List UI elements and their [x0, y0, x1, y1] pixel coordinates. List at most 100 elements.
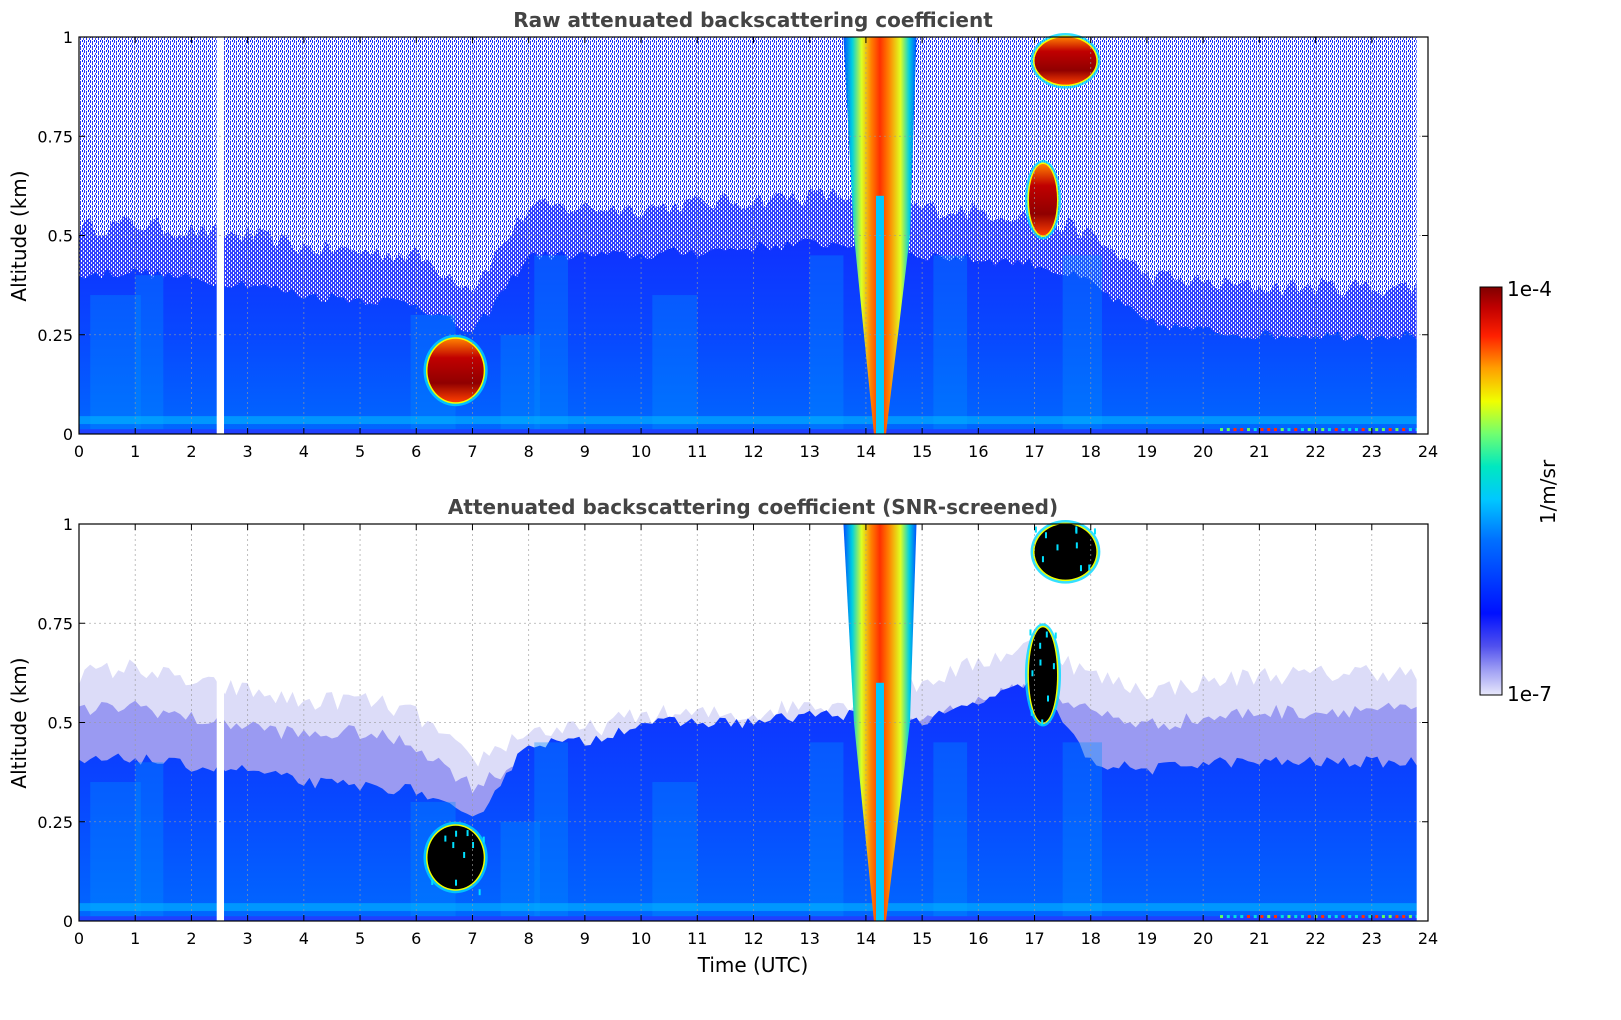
cloud-streak	[1093, 528, 1096, 535]
surface-speckle	[1247, 915, 1251, 919]
surface-speckle	[1220, 428, 1224, 432]
surface-speckle	[1388, 915, 1392, 919]
surface-speckle	[1280, 915, 1284, 919]
surface-speckle	[1247, 428, 1251, 432]
panel2-y-axis-label: Altitude (km)	[7, 657, 31, 788]
cloud	[1034, 37, 1097, 85]
cloud-streak	[455, 830, 458, 837]
x-tick-label: 9	[580, 442, 590, 461]
x-tick-label: 8	[524, 442, 534, 461]
cloud-streak	[1034, 526, 1037, 533]
precipitation-core	[875, 195, 884, 434]
surface-speckle	[1253, 428, 1257, 432]
surface-speckle	[1287, 915, 1291, 919]
panel1-x-ticks: 0 1 2 3 4 5 6 7 8 9 10 11 12 13 14 15 16 17 18 19 20 21 22 23 24	[74, 37, 1438, 461]
surface-speckle	[1361, 428, 1365, 432]
aerosol-plume	[933, 742, 968, 921]
x-axis-label: Time (UTC)	[697, 953, 809, 977]
x-tick-label: 0	[74, 929, 84, 948]
surface-speckle	[1334, 428, 1338, 432]
aerosol-plume	[652, 782, 698, 921]
surface-speckle	[1395, 915, 1399, 919]
cloud-streak	[1041, 719, 1044, 726]
x-tick-label: 7	[467, 929, 477, 948]
surface-speckle	[1267, 428, 1271, 432]
surface-speckle	[1267, 915, 1271, 919]
cloud-streak	[1039, 642, 1042, 649]
aerosol-plume	[90, 782, 141, 921]
aerosol-plume	[809, 255, 844, 434]
surface-speckle	[1300, 428, 1304, 432]
surface-speckle	[1327, 428, 1331, 432]
panel1-grid	[79, 37, 1428, 434]
cloud-streak	[478, 889, 481, 896]
cloud	[1034, 524, 1097, 580]
aerosol-plume	[90, 295, 141, 434]
cloud-streak	[1046, 695, 1049, 702]
surface-speckle	[1321, 428, 1325, 432]
x-tick-label: 23	[1362, 442, 1382, 461]
x-tick-label: 9	[580, 929, 590, 948]
x-tick-label: 12	[743, 442, 763, 461]
surface-speckle	[1294, 428, 1298, 432]
x-tick-label: 19	[1137, 442, 1157, 461]
x-tick-label: 2	[186, 442, 196, 461]
cloud-streak	[1030, 709, 1033, 716]
panel2-grid	[79, 524, 1428, 921]
surface-speckle	[1348, 428, 1352, 432]
x-tick-label: 6	[411, 929, 421, 948]
x-tick-label: 10	[631, 929, 651, 948]
x-tick-label: 16	[968, 442, 988, 461]
surface-speckle	[1233, 915, 1237, 919]
x-tick-label: 0	[74, 442, 84, 461]
cloud	[1028, 164, 1058, 236]
surface-speckle	[1260, 915, 1264, 919]
surface-speckle	[1402, 915, 1406, 919]
cloud	[427, 338, 484, 403]
colorbar-gradient	[1479, 286, 1503, 696]
surface-speckle	[1287, 428, 1291, 432]
x-tick-label: 13	[800, 929, 820, 948]
surface-speckle	[1334, 915, 1338, 919]
surface-speckle	[1307, 915, 1311, 919]
surface-speckle	[1381, 915, 1385, 919]
x-tick-label: 18	[1081, 442, 1101, 461]
surface-speckle	[1381, 428, 1385, 432]
raw-backscatter-panel: Raw attenuated backscattering coefficien…	[7, 8, 1438, 461]
surface-speckle	[1408, 915, 1412, 919]
x-tick-label: 23	[1362, 929, 1382, 948]
aerosol-plume	[809, 742, 844, 921]
aerosol-plume	[534, 742, 569, 921]
surface-band	[79, 416, 1417, 425]
colorbar-unit-label: 1/m/sr	[1536, 459, 1560, 524]
cloud-streak	[1045, 631, 1048, 638]
snr-screened-panel: Attenuated backscattering coefficient (S…	[7, 495, 1438, 977]
x-tick-label: 1	[130, 929, 140, 948]
x-tick-label: 10	[631, 442, 651, 461]
cloud-streak	[1056, 544, 1059, 551]
x-tick-label: 7	[467, 442, 477, 461]
y-tick-label: 0.25	[37, 813, 73, 832]
y-tick-label: 0.5	[48, 714, 73, 733]
surface-speckle	[1341, 428, 1345, 432]
surface-speckle	[1354, 428, 1358, 432]
cloud-streak	[1054, 632, 1057, 639]
surface-speckle	[1361, 915, 1365, 919]
x-tick-label: 1	[130, 442, 140, 461]
y-tick-label: 0.5	[48, 227, 73, 246]
surface-speckle	[1402, 428, 1406, 432]
x-tick-label: 5	[355, 929, 365, 948]
x-tick-label: 3	[243, 929, 253, 948]
x-tick-label: 14	[856, 929, 876, 948]
panel2-title: Attenuated backscattering coefficient (S…	[448, 495, 1058, 519]
surface-band-bottom	[79, 429, 1417, 434]
cloud-streak	[431, 878, 434, 885]
surface-speckle	[1226, 428, 1230, 432]
x-tick-label: 6	[411, 442, 421, 461]
surface-speckle	[1368, 428, 1372, 432]
cloud-streak	[455, 879, 458, 886]
cloud-streak	[1052, 663, 1055, 670]
aerosol-plume	[1062, 742, 1102, 921]
surface-speckle	[1341, 915, 1345, 919]
boundary-layer	[79, 237, 1417, 434]
